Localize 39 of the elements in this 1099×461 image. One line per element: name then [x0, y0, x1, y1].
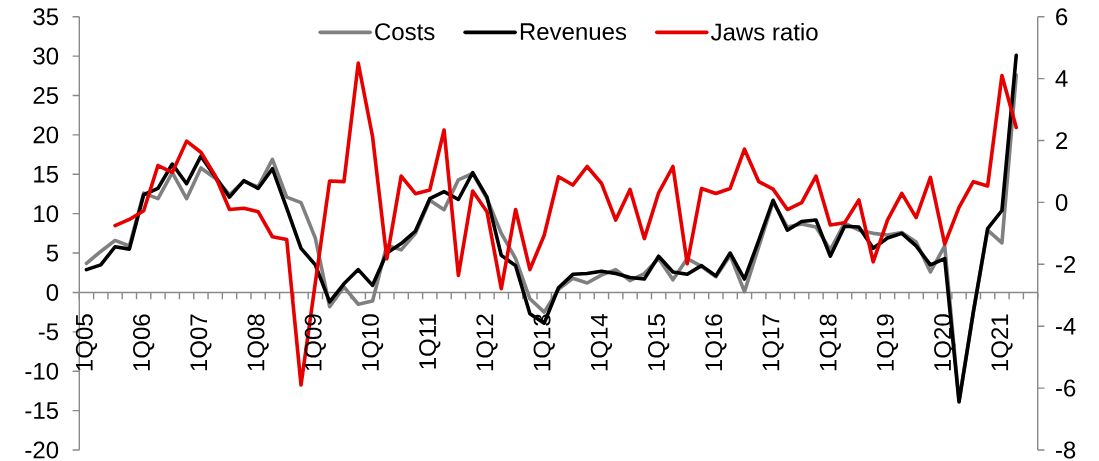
y2-tick-label: 2	[1056, 132, 1068, 149]
x-tick-label: 1Q09	[304, 314, 326, 371]
y2-tick-label: -2	[1056, 255, 1076, 273]
x-tick-label: 1Q19	[876, 314, 899, 371]
x-tick-label: 1Q16	[705, 314, 727, 371]
x-tick-label: 1Q15	[648, 314, 670, 371]
y2-tick-label: -8	[1056, 441, 1076, 459]
y-tick-label: -10	[25, 362, 59, 380]
x-tick-label: 1Q06	[133, 314, 155, 371]
x-tick-label: 1Q10	[361, 314, 384, 371]
x-tick-label: 1Q13	[533, 314, 555, 371]
y-tick-label: 0	[46, 283, 59, 301]
legend-label: Revenues	[520, 23, 627, 41]
x-tick-label: 1Q18	[819, 314, 841, 371]
y2-tick-label: 6	[1056, 8, 1068, 26]
y-tick-label: -15	[25, 402, 59, 419]
y-tick-label: 35	[33, 8, 59, 26]
x-tick-label: 1Q14	[590, 314, 613, 371]
y2-tick-label: 0	[1055, 193, 1068, 211]
y-tick-label: 15	[34, 165, 59, 183]
y-tick-label: 20	[33, 126, 59, 144]
y2-tick-label: -4	[1056, 317, 1076, 335]
legend-label: Costs	[375, 23, 435, 41]
x-tick-label: 1Q08	[247, 314, 269, 371]
x-tick-label: 1Q11	[419, 314, 441, 369]
y-tick-label: 10	[34, 205, 59, 223]
y2-tick-label: 4	[1055, 70, 1068, 87]
y-tick-label: -5	[38, 323, 59, 341]
x-tick-label: 1Q21	[991, 314, 1013, 371]
x-tick-label: 1Q17	[762, 314, 784, 371]
y-tick-label: 25	[33, 86, 59, 104]
y-tick-label: 30	[33, 47, 59, 65]
y-tick-label: 5	[46, 244, 59, 262]
x-tick-label: 1Q05	[75, 314, 98, 371]
legend-label: Jaws ratio	[710, 22, 818, 41]
y2-tick-label: -6	[1056, 379, 1076, 397]
x-tick-label: 1Q07	[190, 314, 212, 371]
x-tick-label: 1Q12	[476, 314, 498, 371]
y-tick-label: -20	[25, 441, 59, 459]
